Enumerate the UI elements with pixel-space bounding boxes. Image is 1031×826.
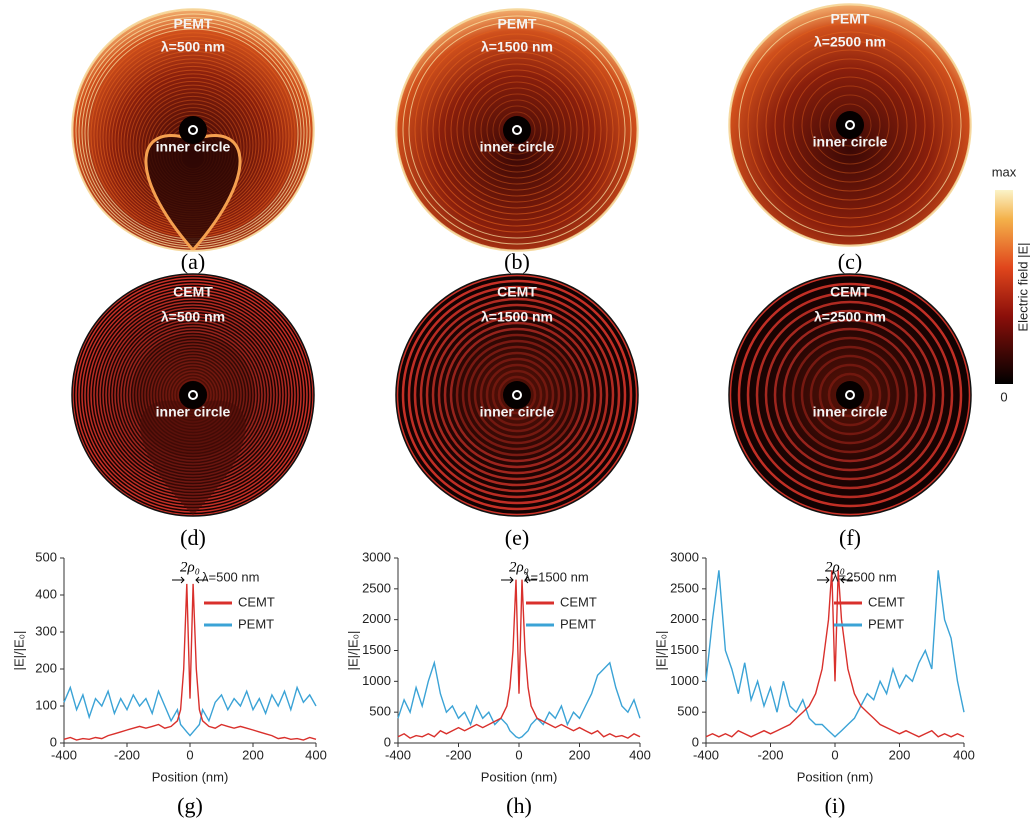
y-tick-label: 300 bbox=[35, 623, 57, 638]
y-tick-label: 400 bbox=[35, 586, 57, 601]
y-tick-label: 1500 bbox=[670, 642, 699, 657]
series-line bbox=[706, 570, 964, 737]
x-tick-label: 0 bbox=[831, 747, 838, 762]
colorbar-min: 0 bbox=[1000, 389, 1007, 404]
y-tick-label: 1500 bbox=[362, 642, 391, 657]
colorbar bbox=[995, 190, 1013, 384]
center-label: inner circle bbox=[480, 404, 555, 420]
legend-label: CEMT bbox=[560, 594, 597, 609]
y-tick-label: 2000 bbox=[362, 611, 391, 626]
series-line bbox=[706, 570, 964, 737]
method-label: PEMT bbox=[831, 11, 870, 27]
x-tick-label: -200 bbox=[757, 747, 783, 762]
x-tick-label: -400 bbox=[51, 747, 77, 762]
method-label: PEMT bbox=[174, 16, 213, 32]
legend-label: PEMT bbox=[868, 616, 904, 631]
wavelength-label: λ=500 nm bbox=[161, 39, 225, 55]
y-axis-label: |E|/|E₀| bbox=[345, 631, 360, 671]
method-label: CEMT bbox=[830, 284, 870, 300]
x-tick-label: 400 bbox=[305, 747, 327, 762]
x-tick-label: 200 bbox=[242, 747, 264, 762]
center-label: inner circle bbox=[813, 134, 888, 150]
x-tick-label: -400 bbox=[385, 747, 411, 762]
y-tick-label: 2500 bbox=[670, 580, 699, 595]
x-tick-label: 200 bbox=[569, 747, 591, 762]
x-tick-label: 200 bbox=[889, 747, 911, 762]
wavelength-annotation: λ=500 nm bbox=[202, 569, 259, 584]
legend-label: PEMT bbox=[238, 616, 274, 631]
panel-label: (e) bbox=[505, 525, 529, 550]
x-tick-label: -200 bbox=[114, 747, 140, 762]
wavelength-label: λ=2500 nm bbox=[814, 34, 886, 50]
panel-label: (i) bbox=[825, 793, 846, 818]
panel-label: (b) bbox=[504, 249, 530, 274]
y-axis-label: |E|/|E₀| bbox=[653, 631, 668, 671]
panel-label: (h) bbox=[506, 793, 532, 818]
y-tick-label: 1000 bbox=[670, 673, 699, 688]
method-label: CEMT bbox=[497, 284, 537, 300]
center-label: inner circle bbox=[156, 404, 231, 420]
x-tick-label: 400 bbox=[953, 747, 975, 762]
y-tick-label: 100 bbox=[35, 697, 57, 712]
center-label: inner circle bbox=[813, 404, 888, 420]
y-tick-label: 2500 bbox=[362, 580, 391, 595]
panel-label: (d) bbox=[180, 525, 206, 550]
y-tick-label: 3000 bbox=[362, 549, 391, 564]
figure: max 0 Electric field |E| PEMT λ=500 nm inn… bbox=[0, 0, 1031, 826]
x-tick-label: 0 bbox=[515, 747, 522, 762]
wavelength-label: λ=500 nm bbox=[161, 309, 225, 325]
y-tick-label: 2000 bbox=[670, 611, 699, 626]
wavelength-annotation: λ=1500 nm bbox=[524, 569, 589, 584]
rho-marker: 2ρ₀ bbox=[180, 559, 200, 575]
colorbar-max: max bbox=[992, 164, 1017, 179]
page: {"field_maps": [ {"label": "(a)", "metho… bbox=[0, 0, 1031, 826]
y-tick-label: 3000 bbox=[670, 549, 699, 564]
y-tick-label: 200 bbox=[35, 660, 57, 675]
panel-label: (g) bbox=[177, 793, 203, 818]
rho-marker: 2ρ₀ bbox=[825, 559, 845, 575]
center-label: inner circle bbox=[156, 139, 231, 155]
y-tick-label: 1000 bbox=[362, 673, 391, 688]
wavelength-label: λ=2500 nm bbox=[814, 309, 886, 325]
x-axis-label: Position (nm) bbox=[152, 769, 229, 784]
rho-marker: 2ρ₀ bbox=[509, 559, 529, 575]
x-tick-label: 400 bbox=[629, 747, 651, 762]
series-line bbox=[64, 584, 316, 740]
legend-label: CEMT bbox=[238, 594, 275, 609]
legend-label: CEMT bbox=[868, 594, 905, 609]
y-tick-label: 500 bbox=[369, 704, 391, 719]
wavelength-label: λ=1500 nm bbox=[481, 39, 553, 55]
x-axis-label: Position (nm) bbox=[481, 769, 558, 784]
x-tick-label: 0 bbox=[186, 747, 193, 762]
y-axis-label: |E|/|E₀| bbox=[11, 631, 26, 671]
wavelength-label: λ=1500 nm bbox=[481, 309, 553, 325]
x-tick-label: -200 bbox=[445, 747, 471, 762]
panel-label: (c) bbox=[838, 249, 862, 274]
legend-label: PEMT bbox=[560, 616, 596, 631]
y-tick-label: 500 bbox=[677, 704, 699, 719]
panel-label: (a) bbox=[181, 249, 205, 274]
x-axis-label: Position (nm) bbox=[797, 769, 874, 784]
method-label: CEMT bbox=[173, 284, 213, 300]
method-label: PEMT bbox=[498, 16, 537, 32]
y-tick-label: 500 bbox=[35, 549, 57, 564]
colorbar-label: Electric field |E| bbox=[1015, 242, 1030, 331]
x-tick-label: -400 bbox=[693, 747, 719, 762]
center-label: inner circle bbox=[480, 139, 555, 155]
panel-label: (f) bbox=[839, 525, 861, 550]
series-line bbox=[398, 580, 640, 739]
